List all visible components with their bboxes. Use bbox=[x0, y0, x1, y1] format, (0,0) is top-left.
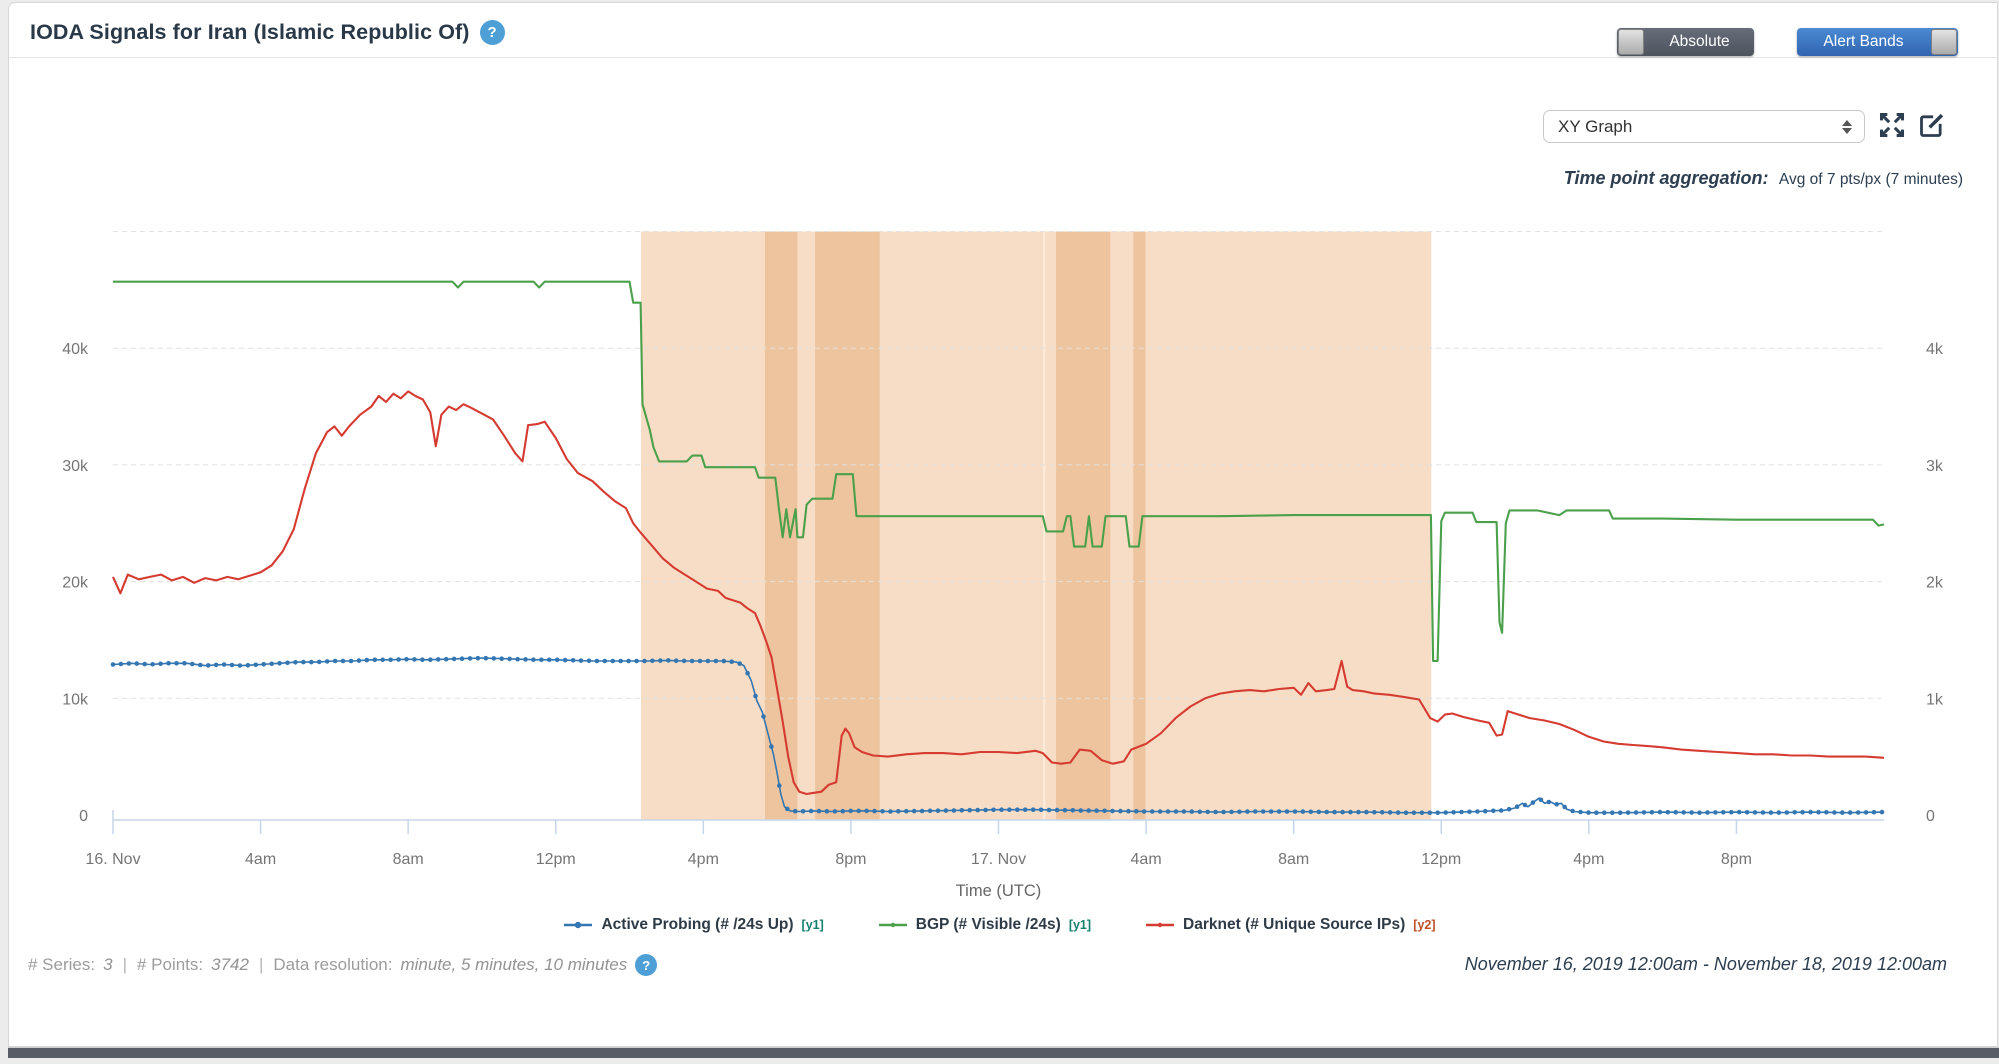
legend-axis-tag: [y1] bbox=[801, 918, 824, 932]
svg-text:1k: 1k bbox=[1926, 691, 1944, 708]
points-count-value: 3742 bbox=[211, 955, 249, 974]
next-section-edge bbox=[8, 1047, 1999, 1058]
chart-stats: # Series: 3 | # Points: 3742 | Data reso… bbox=[28, 954, 658, 976]
aggregation-label: Time point aggregation: bbox=[1563, 168, 1769, 188]
resolution-value: minute, 5 minutes, 10 minutes bbox=[400, 955, 628, 974]
edit-icon[interactable] bbox=[1918, 111, 1946, 139]
series-count-label: # Series: bbox=[28, 955, 96, 974]
separator: | bbox=[122, 955, 127, 974]
panel-header: IODA Signals for Iran (Islamic Republic … bbox=[30, 20, 505, 45]
svg-text:40k: 40k bbox=[62, 341, 89, 358]
svg-text:16. Nov: 16. Nov bbox=[85, 851, 140, 868]
svg-text:2k: 2k bbox=[1926, 575, 1944, 592]
fullscreen-icon[interactable] bbox=[1878, 111, 1906, 139]
series-count-value: 3 bbox=[103, 955, 113, 974]
svg-text:8pm: 8pm bbox=[835, 851, 866, 868]
alert-bands-toggle-label: Alert Bands bbox=[1823, 33, 1904, 50]
svg-text:8am: 8am bbox=[1278, 851, 1309, 868]
chart-legend: Active Probing (# /24s Up) [y1] BGP (# V… bbox=[0, 916, 1999, 934]
svg-text:4am: 4am bbox=[1131, 851, 1162, 868]
legend-axis-tag: [y2] bbox=[1413, 918, 1436, 932]
aggregation-info: Time point aggregation: Avg of 7 pts/px … bbox=[1564, 168, 1963, 189]
alert-bands-toggle[interactable]: Alert Bands bbox=[1797, 28, 1958, 56]
aggregation-value: Avg of 7 pts/px (7 minutes) bbox=[1778, 171, 1963, 188]
svg-text:17. Nov: 17. Nov bbox=[971, 851, 1026, 868]
absolute-toggle[interactable]: Absolute bbox=[1617, 28, 1754, 56]
title-help-icon[interactable]: ? bbox=[479, 20, 505, 45]
separator: | bbox=[258, 955, 264, 974]
select-arrows-icon bbox=[1842, 119, 1852, 134]
legend-item-bgp: BGP (# Visible /24s) [y1] bbox=[878, 916, 1091, 934]
legend-item-darknet: Darknet (# Unique Source IPs) [y2] bbox=[1145, 916, 1436, 934]
points-count-label: # Points: bbox=[136, 955, 204, 974]
toggle-knob-icon bbox=[1931, 29, 1957, 55]
absolute-toggle-label: Absolute bbox=[1669, 33, 1730, 50]
legend-axis-tag: [y1] bbox=[1068, 918, 1092, 932]
svg-text:4pm: 4pm bbox=[1573, 851, 1604, 868]
svg-text:0: 0 bbox=[1926, 808, 1935, 825]
svg-text:4pm: 4pm bbox=[688, 851, 719, 868]
legend-label: BGP (# Visible /24s) bbox=[915, 916, 1061, 933]
graph-type-value: XY Graph bbox=[1558, 116, 1633, 136]
svg-text:Time (UTC): Time (UTC) bbox=[956, 882, 1042, 900]
legend-marker-icon bbox=[1146, 922, 1175, 928]
svg-text:20k: 20k bbox=[62, 575, 89, 592]
legend-label: Active Probing (# /24s Up) bbox=[601, 916, 794, 933]
svg-text:30k: 30k bbox=[62, 458, 89, 475]
toggle-knob-icon bbox=[1618, 29, 1644, 55]
svg-text:8am: 8am bbox=[393, 851, 424, 868]
svg-text:4k: 4k bbox=[1926, 341, 1944, 358]
resolution-help-icon[interactable]: ? bbox=[635, 954, 658, 976]
svg-text:12pm: 12pm bbox=[1421, 851, 1461, 868]
svg-text:10k: 10k bbox=[62, 691, 89, 708]
header-divider bbox=[9, 57, 1998, 58]
legend-marker-icon bbox=[564, 921, 593, 929]
legend-label: Darknet (# Unique Source IPs) bbox=[1183, 916, 1406, 933]
svg-text:4am: 4am bbox=[245, 851, 276, 868]
resolution-label: Data resolution: bbox=[273, 955, 393, 974]
svg-text:12pm: 12pm bbox=[536, 851, 576, 868]
date-range: November 16, 2019 12:00am - November 18,… bbox=[1464, 954, 1947, 974]
svg-text:3k: 3k bbox=[1926, 458, 1944, 475]
legend-marker-icon bbox=[878, 922, 907, 928]
page-title: IODA Signals for Iran (Islamic Republic … bbox=[30, 20, 470, 44]
svg-text:0: 0 bbox=[79, 808, 88, 825]
legend-item-active-probing: Active Probing (# /24s Up) [y1] bbox=[563, 916, 824, 934]
svg-text:8pm: 8pm bbox=[1721, 851, 1752, 868]
graph-type-select[interactable]: XY Graph bbox=[1543, 110, 1865, 143]
